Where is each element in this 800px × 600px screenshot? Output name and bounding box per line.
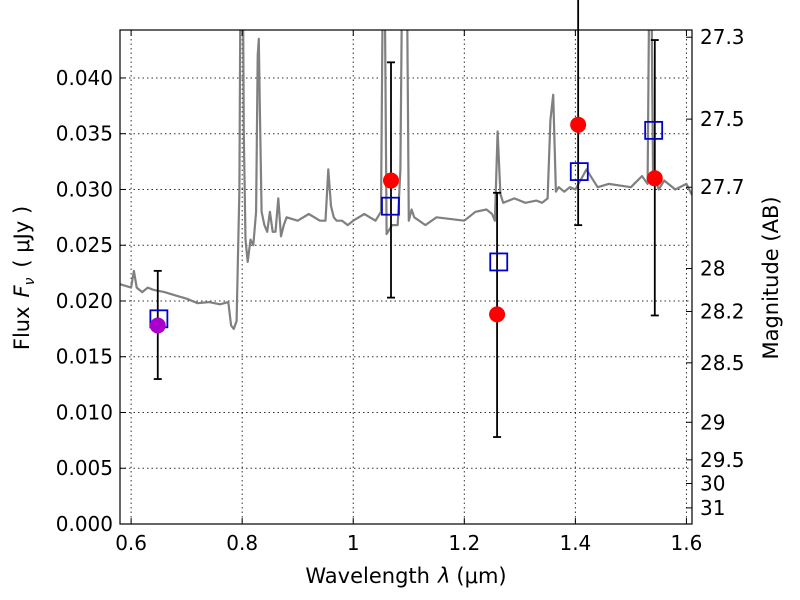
x-tick-label-2: 1 (347, 531, 360, 555)
x-tick-label-5: 1.6 (671, 531, 703, 555)
x-tick-label-4: 1.4 (559, 531, 591, 555)
plot-background (120, 30, 692, 524)
model-spectrum-line (120, 30, 692, 330)
y2-tick-label-7: 29.5 (700, 448, 745, 472)
y-tick-label-4: 0.020 (56, 289, 113, 313)
y2-tick-label-0: 27.3 (700, 25, 745, 49)
observed-point-3 (570, 116, 587, 133)
model-band-square-3 (569, 162, 589, 182)
observed-point-1 (383, 172, 400, 189)
y2-tick-label-8: 30 (700, 472, 725, 496)
observed-point-2 (489, 306, 506, 323)
x-axis-label: Wavelength λ (μm) (305, 564, 506, 588)
x-axis-ticks: 0.6 0.8 1 1.2 1.4 1.6 (115, 30, 702, 555)
y-axis-label: FluxFν( μJy ) (10, 206, 38, 350)
y-tick-label-5: 0.025 (56, 233, 113, 257)
y-tick-label-0: 0.000 (56, 512, 113, 536)
observed-points (149, 116, 663, 334)
x-tick-label-0: 0.6 (115, 531, 147, 555)
model-band-square-4 (644, 120, 664, 140)
y-tick-label-8: 0.040 (56, 66, 113, 90)
model-band-square-2 (489, 252, 509, 272)
x-tick-label-1: 0.8 (226, 531, 258, 555)
y-tick-label-2: 0.010 (56, 400, 113, 424)
observed-point-0 (149, 317, 166, 334)
y2-tick-label-1: 27.5 (700, 107, 745, 131)
model-band-square-1 (381, 196, 400, 216)
y2-axis-label: Magnitude (AB) (759, 196, 783, 359)
model-spectrum (120, 30, 692, 330)
y2-tick-label-5: 28.5 (700, 351, 745, 375)
y-tick-label-7: 0.035 (56, 122, 113, 146)
y2-tick-label-6: 29 (700, 410, 725, 434)
y2-tick-label-3: 28 (700, 257, 725, 281)
y2-tick-label-2: 27.7 (700, 175, 745, 199)
y-tick-label-1: 0.005 (56, 456, 113, 480)
x-tick-label-3: 1.2 (448, 531, 480, 555)
observed-point-4 (646, 170, 663, 187)
plot-frame (119, 29, 693, 525)
y-tick-label-6: 0.030 (56, 177, 113, 201)
y2-tick-label-4: 28.2 (700, 300, 745, 324)
y-tick-label-3: 0.015 (56, 345, 113, 369)
model-band-squares (149, 120, 664, 329)
y-axis-ticks: 0.000 0.005 0.010 0.015 0.020 0.025 0.030 0.035… (56, 66, 126, 536)
y2-tick-label-9: 31 (700, 496, 725, 520)
